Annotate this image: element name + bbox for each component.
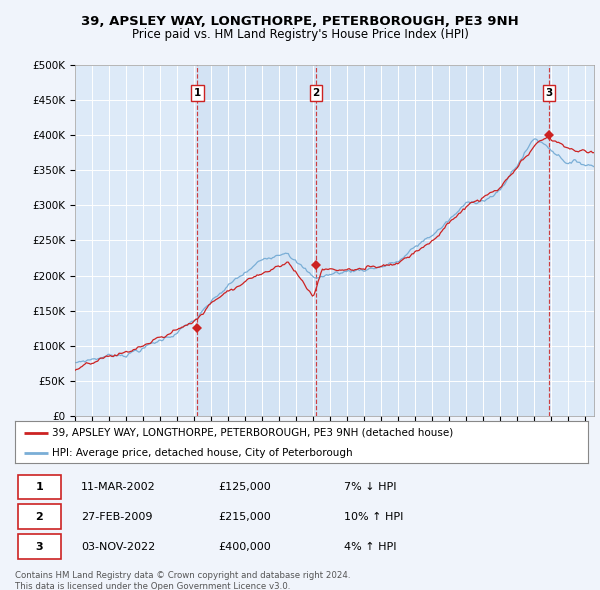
Text: 2: 2 (312, 88, 319, 98)
FancyBboxPatch shape (18, 475, 61, 500)
Text: £400,000: £400,000 (218, 542, 271, 552)
Text: HPI: Average price, detached house, City of Peterborough: HPI: Average price, detached house, City… (52, 448, 353, 457)
Text: 10% ↑ HPI: 10% ↑ HPI (344, 512, 404, 522)
Text: 1: 1 (194, 88, 201, 98)
Text: 39, APSLEY WAY, LONGTHORPE, PETERBOROUGH, PE3 9NH (detached house): 39, APSLEY WAY, LONGTHORPE, PETERBOROUGH… (52, 428, 454, 438)
FancyBboxPatch shape (18, 504, 61, 529)
Text: 3: 3 (35, 542, 43, 552)
Text: 4% ↑ HPI: 4% ↑ HPI (344, 542, 397, 552)
Text: 03-NOV-2022: 03-NOV-2022 (81, 542, 155, 552)
FancyBboxPatch shape (18, 534, 61, 559)
Bar (197, 65, 549, 416)
Text: Contains HM Land Registry data © Crown copyright and database right 2024.
This d: Contains HM Land Registry data © Crown c… (15, 571, 350, 590)
Text: Price paid vs. HM Land Registry's House Price Index (HPI): Price paid vs. HM Land Registry's House … (131, 28, 469, 41)
Text: 2: 2 (35, 512, 43, 522)
Text: 39, APSLEY WAY, LONGTHORPE, PETERBOROUGH, PE3 9NH: 39, APSLEY WAY, LONGTHORPE, PETERBOROUGH… (81, 15, 519, 28)
Text: £215,000: £215,000 (218, 512, 271, 522)
Text: 27-FEB-2009: 27-FEB-2009 (81, 512, 152, 522)
Text: 11-MAR-2002: 11-MAR-2002 (81, 482, 155, 492)
Text: £125,000: £125,000 (218, 482, 271, 492)
Text: 3: 3 (545, 88, 553, 98)
Text: 1: 1 (35, 482, 43, 492)
Text: 7% ↓ HPI: 7% ↓ HPI (344, 482, 397, 492)
